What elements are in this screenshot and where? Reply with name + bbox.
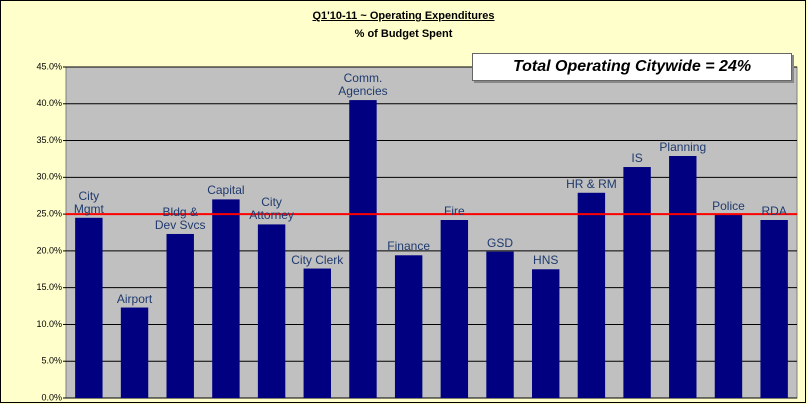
y-tick-label: 20.0% [36,245,62,255]
category-label: GSD [487,235,514,250]
category-label: Planning [659,140,707,155]
y-tick-label: 40.0% [36,98,62,108]
category-label: Police [712,198,745,213]
y-tick-label: 25.0% [36,208,62,218]
bar [577,192,606,398]
category-label: City Attorney [249,195,294,223]
y-tick-label: 0.0% [41,392,62,402]
bar [714,214,743,398]
bar [212,199,240,398]
bar [760,219,788,398]
bar [486,251,514,398]
category-label: IS [631,151,643,166]
bar [669,156,697,398]
bar [257,224,286,398]
bar [75,217,103,398]
annotation: Total Operating Citywide = 24% [472,53,792,81]
category-label: City Clerk [291,252,344,267]
bar [120,307,149,398]
y-tick-label: 15.0% [36,282,62,292]
bar [166,233,194,398]
category-label: Fire [444,204,465,218]
y-tick-label: 45.0% [36,61,62,71]
category-label: HNS [533,253,559,268]
category-label: City Mgmt [73,188,104,216]
y-tick-label: 30.0% [36,172,62,182]
y-tick-label: 5.0% [41,356,62,366]
bar [532,269,560,398]
chart-subtitle: % of Budget Spent [354,28,453,40]
bar [394,255,423,398]
category-label: HR & RM [566,176,617,191]
category-label: RDA [761,204,787,218]
category-label: Finance [387,239,430,254]
category-label: Bldg & Dev Svcs [154,204,206,232]
chart-title: Q1'10-11 ~ Operating Expenditures [312,10,495,22]
bar [303,268,331,398]
category-label: Airport [116,291,153,306]
bar [623,167,651,398]
category-label: Capital [207,183,245,198]
bar [349,100,377,398]
bar [440,219,469,398]
category-label: Comm. Agencies [338,71,388,99]
y-tick-label: 10.0% [36,319,62,329]
y-tick-label: 35.0% [36,135,62,145]
